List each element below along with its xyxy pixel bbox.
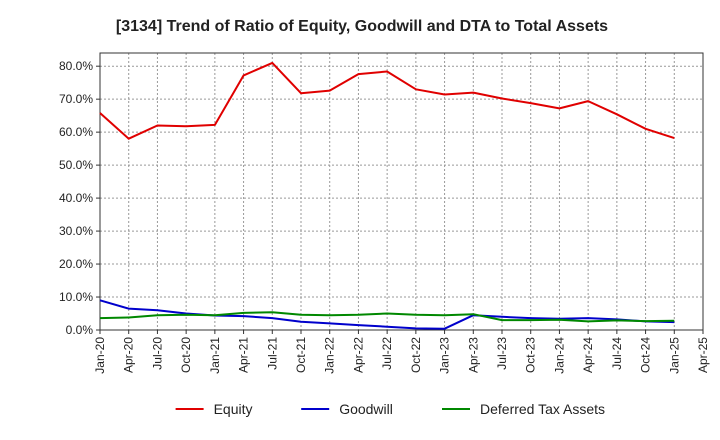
series-layer <box>99 61 675 330</box>
y-tick-label: 50.0% <box>59 158 93 172</box>
x-tick-label: Apr-25 <box>696 337 710 373</box>
x-tick-label: Apr-23 <box>466 337 480 373</box>
grid-layer <box>100 53 703 331</box>
x-tick-label: Apr-22 <box>351 337 365 373</box>
x-axis-ticks: Jan-20 Apr-20 Jul-20 Oct-20 Jan-21 Apr-21 Jul-… <box>93 330 710 374</box>
y-tick-label: 40.0% <box>59 191 93 205</box>
y-tick-label: 30.0% <box>59 224 93 238</box>
x-tick-label: Oct-21 <box>294 337 308 373</box>
x-tick-label: Jan-20 <box>93 337 107 374</box>
x-tick-label: Jul-23 <box>495 337 509 370</box>
y-tick-label: 70.0% <box>59 92 93 106</box>
x-tick-label: Jul-20 <box>150 337 164 370</box>
x-tick-label: Oct-23 <box>524 337 538 373</box>
x-tick-label: Jan-22 <box>323 337 337 374</box>
y-tick-label: 20.0% <box>59 257 93 271</box>
y-axis-ticks: 0.0% 10.0% 20.0% 30.0% 40.0% 50.0% 60.0% 70.0% 8… <box>59 59 100 337</box>
y-tick-label: 0.0% <box>66 323 94 337</box>
legend-label-equity: Equity <box>214 401 253 417</box>
x-tick-label: Apr-21 <box>237 337 251 373</box>
x-tick-label: Jul-24 <box>610 337 624 370</box>
x-tick-label: Jul-22 <box>380 337 394 370</box>
series-line-deferred-tax-assets <box>99 311 675 323</box>
chart-title: [3134] Trend of Ratio of Equity, Goodwil… <box>116 18 608 35</box>
x-tick-label: Jul-21 <box>265 337 279 370</box>
plot-frame <box>99 52 704 331</box>
y-tick-label: 80.0% <box>59 59 93 73</box>
legend-label-goodwill: Goodwill <box>339 401 393 417</box>
x-tick-label: Oct-20 <box>179 337 193 373</box>
legend-label-deferred-tax-assets: Deferred Tax Assets <box>480 401 605 417</box>
x-tick-label: Oct-24 <box>639 337 653 373</box>
x-tick-label: Jan-25 <box>667 337 681 374</box>
x-tick-label: Oct-22 <box>409 337 423 373</box>
x-tick-label: Apr-24 <box>581 337 595 373</box>
x-tick-label: Apr-20 <box>122 337 136 373</box>
y-tick-label: 10.0% <box>59 290 93 304</box>
x-tick-label: Jan-23 <box>438 337 452 374</box>
y-tick-label: 60.0% <box>59 125 93 139</box>
legend: Equity Goodwill Deferred Tax Assets <box>175 401 605 417</box>
x-tick-label: Jan-21 <box>208 337 222 374</box>
x-tick-label: Jan-24 <box>552 337 566 374</box>
series-line-equity <box>99 61 675 140</box>
